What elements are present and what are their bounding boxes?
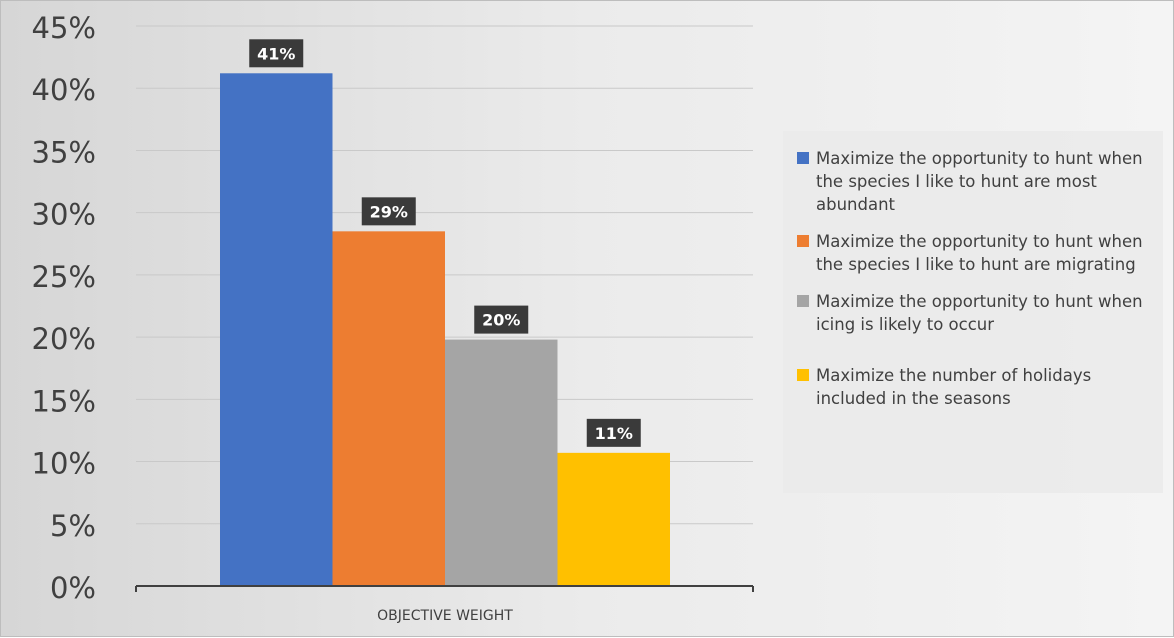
y-tick-label: 0% [50,571,96,605]
legend-item: Maximize the number of holidays included… [797,364,1153,410]
legend-label: Maximize the opportunity to hunt when th… [816,149,1143,214]
legend-item: Maximize the opportunity to hunt when ic… [797,290,1153,336]
legend-item: Maximize the opportunity to hunt when th… [797,230,1153,276]
y-tick-label: 40% [32,73,96,107]
data-label: 29% [370,202,408,221]
data-label: 11% [595,424,633,443]
y-tick-label: 20% [32,322,96,356]
data-label-box [249,39,304,68]
y-tick-label: 10% [32,447,96,481]
data-label: 41% [257,44,295,63]
y-tick-label: 35% [32,135,96,169]
y-tick-label: 25% [32,260,96,294]
legend-label: Maximize the opportunity to hunt when ic… [816,292,1143,334]
data-label: 20% [482,311,520,330]
legend: Maximize the opportunity to hunt when th… [783,131,1163,493]
legend-label: Maximize the number of holidays included… [816,366,1092,408]
data-label-box [586,418,641,447]
y-tick-label: 45% [32,11,96,45]
legend-swatch [797,152,809,164]
legend-item: Maximize the opportunity to hunt when th… [797,147,1153,216]
legend-swatch [797,295,809,307]
y-tick-label: 15% [32,384,96,418]
bar [332,231,445,587]
bar [557,452,670,586]
y-tick-label: 5% [50,509,96,543]
legend-swatch [797,235,809,247]
bar [445,339,558,586]
y-tick-label: 30% [32,198,96,232]
legend-swatch [797,369,809,381]
bar [220,73,333,587]
data-label-box [361,197,416,226]
data-label-box [474,305,529,334]
x-axis-label: OBJECTIVE WEIGHT [377,608,513,624]
legend-label: Maximize the opportunity to hunt when th… [816,232,1143,274]
